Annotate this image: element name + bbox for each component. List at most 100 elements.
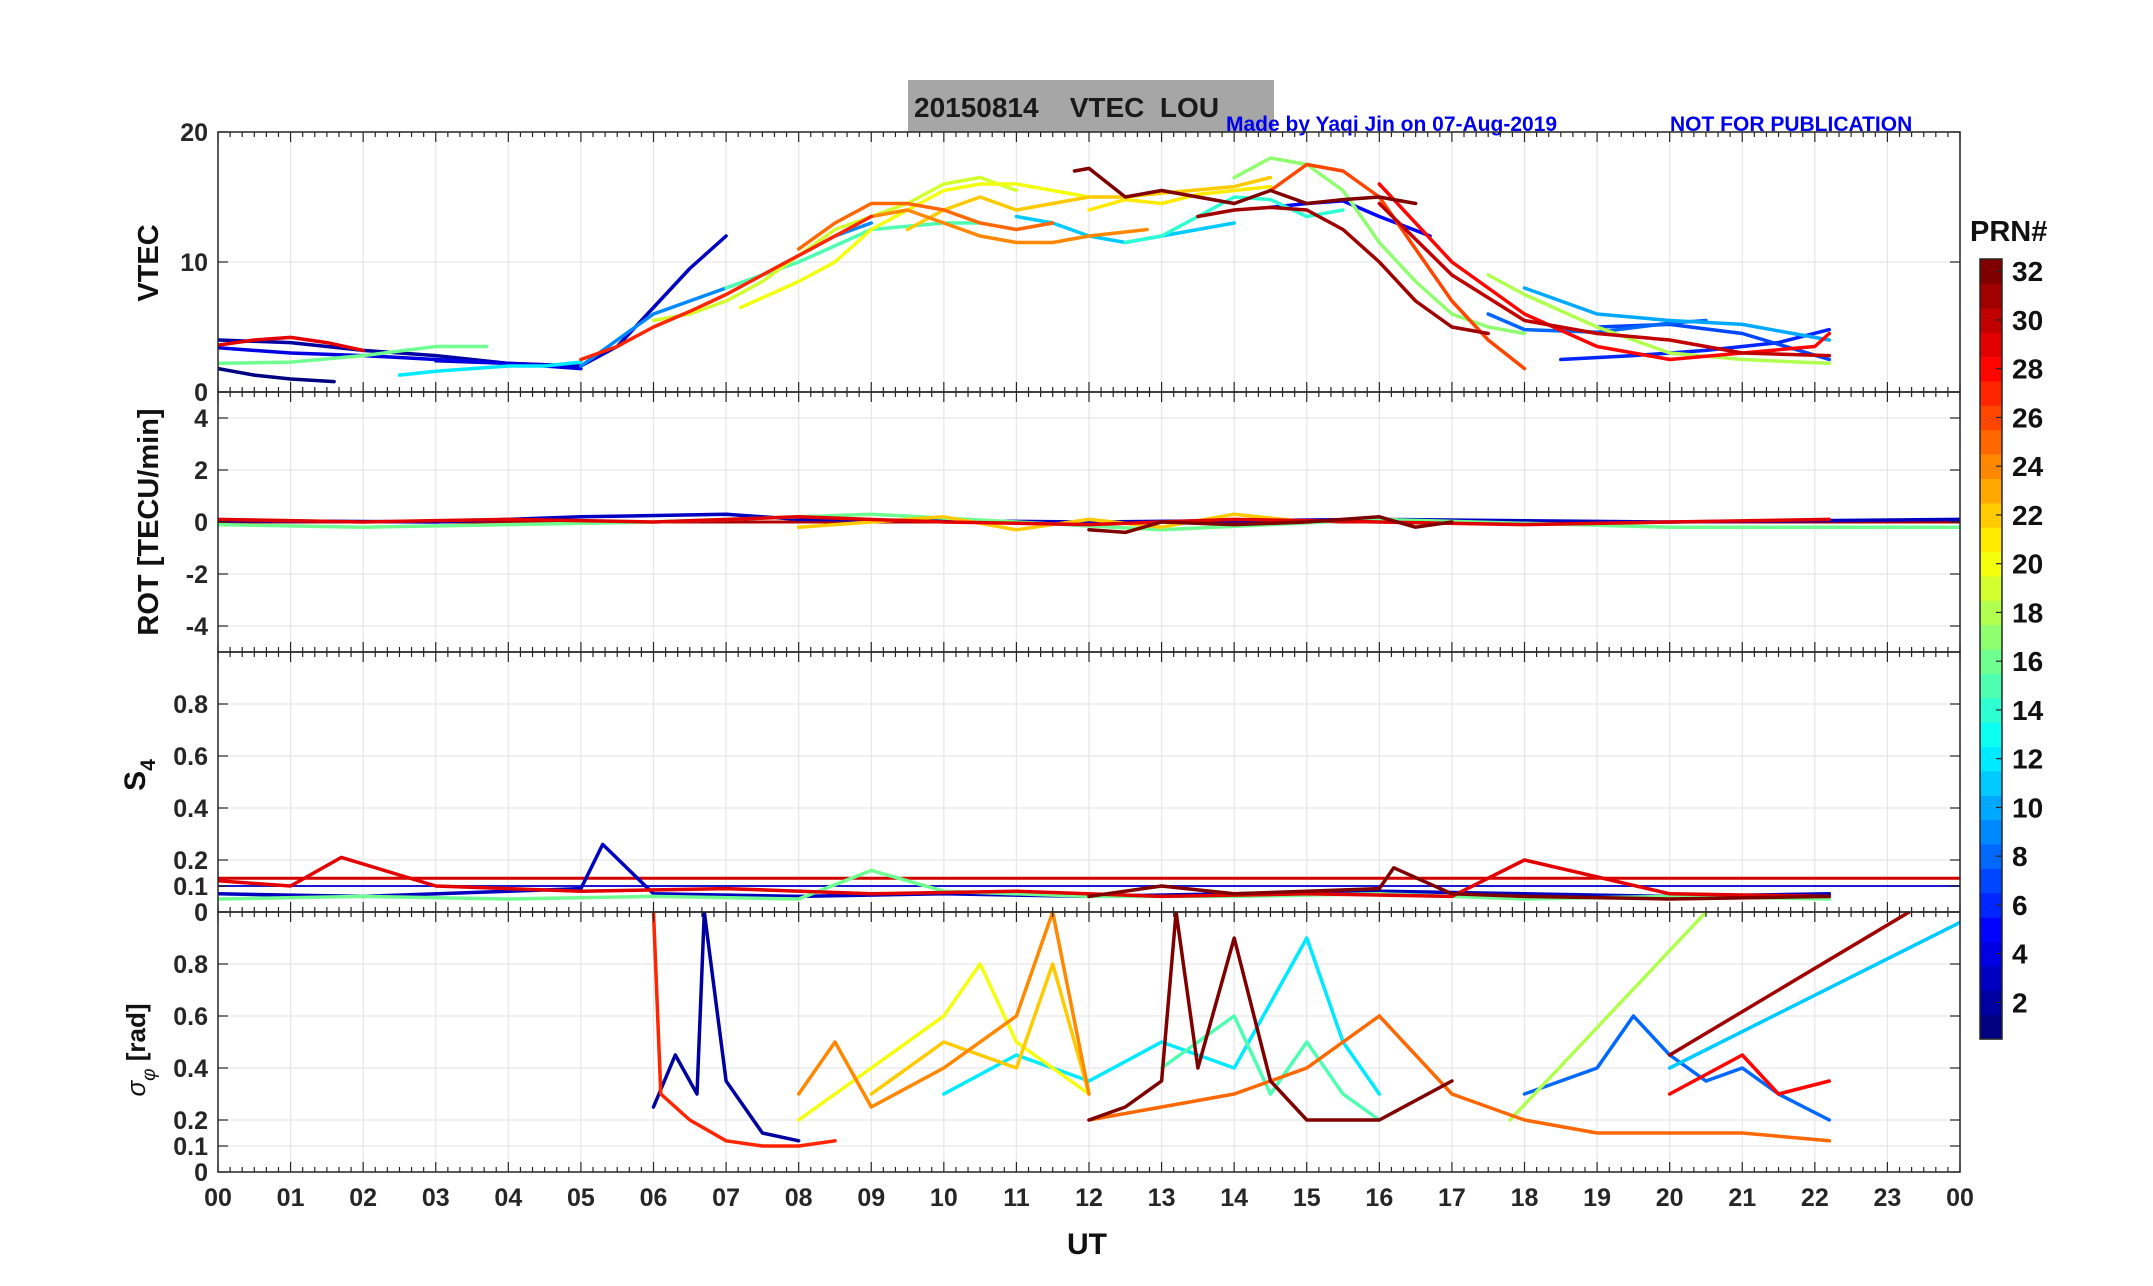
series-line-prn-27 <box>651 912 837 1148</box>
rot-ylabel: ROT [TECU/min] <box>133 408 165 635</box>
colorbar-segment <box>1980 819 2002 845</box>
series-line-prn-12 <box>942 936 1382 1096</box>
series-line-prn-28 <box>1667 1053 1832 1096</box>
vtec-series <box>218 156 1832 384</box>
colorbar-segment <box>1980 649 2002 674</box>
x-tick-label: 06 <box>640 1184 668 1212</box>
y-tick-label: 0.6 <box>173 1003 208 1031</box>
colorbar-tick-label: 30 <box>2012 305 2043 336</box>
series-line-prn-6 <box>1559 327 1832 362</box>
colorbar-segment <box>1980 746 2002 772</box>
x-axis-label: UT <box>1067 1228 1107 1261</box>
colorbar-tick-label: 18 <box>2012 597 2043 628</box>
x-tick-label: 18 <box>1511 1184 1539 1212</box>
s4-series <box>218 842 1832 901</box>
x-tick-label: 04 <box>494 1184 522 1212</box>
series-line-prn-25 <box>796 201 1055 251</box>
x-tick-label: 00 <box>1946 1184 1974 1212</box>
rot-panel: -4 -2 0 2 4 <box>186 391 1961 653</box>
colorbar-tick-label: 6 <box>2012 890 2028 921</box>
series-line-prn-22 <box>905 175 1273 232</box>
series-line-prn-24 <box>869 208 1149 245</box>
colorbar-segment <box>1980 941 2002 967</box>
colorbar-title: PRN# <box>1970 216 2047 248</box>
series-line-prn-27 <box>579 214 874 362</box>
credit-text: Made by Yaqi Jin on 07-Aug-2019 <box>1226 113 1557 136</box>
x-tick-label: 11 <box>1003 1184 1030 1212</box>
series-line-prn-11 <box>1667 920 1960 1070</box>
series-line-prn-10 <box>1522 286 1832 342</box>
colorbar-segment <box>1980 307 2002 333</box>
colorbar-segment <box>1980 673 2002 699</box>
series-line-prn-16 <box>218 344 489 366</box>
colorbar-segment <box>1980 405 2002 431</box>
colorbar-segment <box>1980 990 2002 1016</box>
colorbar-segment <box>1980 1014 2002 1040</box>
x-tick-label: 22 <box>1801 1184 1829 1212</box>
y-tick-label: 0.1 <box>173 1133 208 1161</box>
x-tick-label: 20 <box>1656 1184 1684 1212</box>
x-tick-label: 15 <box>1293 1184 1321 1212</box>
colorbar-segment <box>1980 868 2002 894</box>
colorbar-segment <box>1980 892 2002 918</box>
publication-notice: NOT FOR PUBLICATION <box>1670 113 1912 136</box>
x-tick-label: 19 <box>1583 1184 1611 1212</box>
series-line-prn-17 <box>1232 156 1527 336</box>
y-tick-label: 0 <box>194 379 208 407</box>
colorbar-tick-label: 28 <box>2012 354 2043 385</box>
x-tick-label: 02 <box>349 1184 377 1212</box>
y-tick-label: 0.2 <box>173 1107 208 1135</box>
series-line-prn-19 <box>651 175 1019 323</box>
colorbar-segment <box>1980 770 2002 796</box>
series-line-prn-29 <box>218 515 1832 527</box>
colorbar-segment <box>1980 454 2002 479</box>
colorbar-segment <box>1980 380 2002 406</box>
y-tick-label: 0.1 <box>173 873 208 901</box>
colorbar-tick-label: 2 <box>2012 987 2028 1018</box>
colorbar-tick-label: 20 <box>2012 549 2043 580</box>
figure-title: 20150814 VTEC LOU <box>914 92 1219 123</box>
colorbar-segment <box>1980 795 2002 821</box>
colorbar-segment <box>1980 551 2002 577</box>
series-line-prn-20 <box>796 962 1091 1122</box>
y-tick-label: 0.8 <box>173 691 208 719</box>
y-tick-label: 0.8 <box>173 951 208 979</box>
series-line-prn-1 <box>218 366 336 384</box>
x-tick-label: 16 <box>1365 1184 1393 1212</box>
x-tick-labels: 00 01 02 03 04 05 06 07 08 09 10 11 12 13 14 15 16 17 18 19… <box>204 1184 1974 1212</box>
colorbar-tick-label: 16 <box>2012 646 2043 677</box>
y-tick-label: 4 <box>194 405 208 433</box>
colorbar-segment <box>1980 697 2002 723</box>
sigma-phi-ylabel: σφ [rad] <box>121 1003 160 1096</box>
series-line-prn-32 <box>1087 866 1832 901</box>
y-tick-label: 20 <box>180 119 208 147</box>
colorbar-tick-label: 24 <box>2012 451 2044 482</box>
y-tick-label: 0 <box>194 509 208 537</box>
colorbar-tick-label: 12 <box>2012 744 2043 775</box>
x-tick-label: 12 <box>1075 1184 1103 1212</box>
sigma-phi-series <box>651 912 1960 1148</box>
series-line-prn-31 <box>1667 912 1911 1057</box>
series-line-prn-7 <box>1595 322 1832 362</box>
colorbar-segment <box>1980 502 2002 528</box>
sigma-phi-ylabel-text: σφ [rad] <box>121 1003 160 1096</box>
y-tick-label: 0 <box>194 1159 208 1187</box>
colorbar-segment <box>1980 356 2002 382</box>
colorbar-segment <box>1980 259 2002 284</box>
y-tick-label: 0.2 <box>173 847 208 875</box>
colorbar-segment <box>1980 965 2002 991</box>
x-tick-label: 08 <box>785 1184 813 1212</box>
colorbar-segment <box>1980 917 2002 943</box>
series-line-prn-14 <box>1123 195 1345 245</box>
y-tick-label: 0.6 <box>173 743 208 771</box>
series-line-prn-28 <box>1377 182 1832 362</box>
colorbar-tick-label: 14 <box>2012 695 2044 726</box>
colorbar-tick-label: 32 <box>2012 256 2043 287</box>
x-tick-label: 14 <box>1220 1184 1248 1212</box>
x-tick-label: 00 <box>204 1184 232 1212</box>
x-tick-label: 10 <box>930 1184 958 1212</box>
series-line-prn-22 <box>869 962 1091 1096</box>
